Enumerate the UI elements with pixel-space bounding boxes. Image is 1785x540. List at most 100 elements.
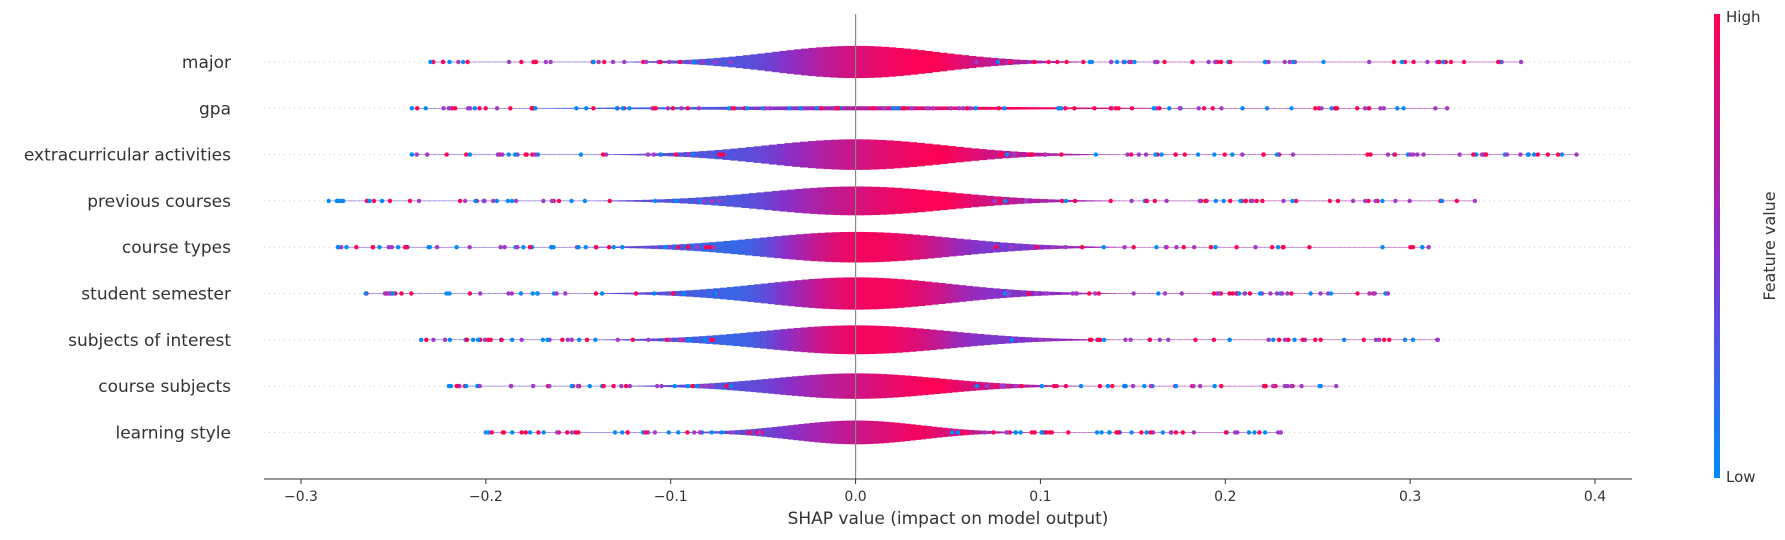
violin-slice — [793, 424, 800, 441]
scatter-dot — [667, 59, 672, 65]
scatter-dot — [1212, 59, 1218, 65]
scatter-dot — [1018, 430, 1023, 435]
violin-slice — [1270, 432, 1277, 433]
scatter-dot — [1152, 198, 1158, 204]
scatter-dot — [555, 430, 560, 435]
violin-slice — [667, 385, 675, 388]
violin-slice — [541, 246, 550, 248]
scatter-dot — [1211, 291, 1217, 296]
violin-slice — [590, 154, 599, 155]
violin-slice — [839, 232, 848, 263]
scatter-dot — [667, 337, 672, 342]
violin-slice — [1135, 293, 1144, 294]
violin-slice — [428, 200, 437, 202]
scatter-dot — [1504, 152, 1510, 157]
violin-slice — [846, 106, 855, 111]
scatter-dot — [1173, 430, 1179, 435]
violin-slice — [1187, 339, 1195, 341]
violin-slice — [720, 287, 728, 300]
scatter-dot — [548, 59, 553, 65]
scatter-dot — [1373, 198, 1378, 204]
scatter-dot — [1050, 245, 1056, 250]
violin-slice — [788, 280, 796, 307]
violin-slice — [953, 54, 962, 70]
violin-slice — [941, 427, 948, 438]
violin-slice — [1506, 61, 1515, 63]
violin-slice — [490, 385, 497, 387]
violin-slice — [1200, 385, 1207, 387]
violin-slice — [802, 188, 811, 214]
violin-slice — [1190, 293, 1198, 294]
scatter-dot — [1046, 59, 1051, 65]
violin-slice — [539, 61, 548, 63]
violin-slice — [1339, 61, 1348, 63]
violin-slice — [1041, 60, 1050, 64]
violin-slice — [1108, 246, 1117, 248]
violin-slice — [543, 107, 551, 109]
scatter-dot — [377, 245, 382, 250]
violin-slice — [1179, 61, 1188, 63]
violin-slice — [439, 246, 448, 248]
violin-slice — [1119, 339, 1127, 341]
scatter-dot — [961, 106, 966, 111]
violin-slice — [840, 186, 849, 216]
scatter-dot — [695, 245, 700, 250]
violin-slice — [983, 57, 991, 67]
violin-slice — [952, 428, 959, 437]
violin-slice — [782, 425, 789, 439]
scatter-dot — [654, 383, 660, 389]
scatter-dot — [1088, 337, 1094, 342]
violin-slice — [754, 284, 762, 303]
violin-slice — [1248, 432, 1255, 433]
scatter-dot — [1144, 198, 1149, 204]
violin-slice — [1568, 154, 1578, 155]
scatter-dot — [447, 59, 452, 65]
scatter-dot — [569, 383, 574, 389]
scatter-dot — [1381, 106, 1387, 111]
violin-slice — [703, 431, 710, 434]
scatter-dot — [1131, 291, 1136, 296]
scatter-dot — [424, 337, 429, 342]
scatter-dot — [1286, 337, 1291, 342]
violin-slice — [549, 432, 556, 433]
violin-slice — [1044, 338, 1053, 342]
scatter-dot — [518, 291, 524, 296]
violin-slice — [844, 45, 853, 79]
scatter-dot — [1073, 291, 1079, 296]
scatter-dot — [1144, 430, 1149, 435]
scatter-dot — [527, 245, 533, 250]
scatter-dot — [1063, 383, 1069, 389]
violin-slice — [1357, 108, 1365, 109]
violin-slice — [1048, 153, 1057, 156]
violin-slice — [1281, 108, 1289, 109]
scatter-dot — [575, 383, 581, 389]
violin-slice — [1310, 61, 1319, 63]
violin-slice — [881, 46, 890, 78]
violin-slice — [621, 154, 630, 156]
scatter-dot — [1105, 383, 1111, 389]
violin-slice — [1087, 154, 1096, 156]
violin-slice — [1346, 61, 1355, 63]
violin-slice — [1164, 61, 1173, 63]
violin-slice — [909, 327, 917, 352]
scatter-dot — [434, 245, 440, 250]
scatter-dot — [1402, 59, 1408, 65]
violin-slice — [1390, 339, 1398, 341]
scatter-dot — [1164, 198, 1169, 204]
violin-slice — [1005, 106, 1013, 110]
violin-slice — [1081, 385, 1089, 387]
violin-slice — [871, 186, 880, 216]
scatter-dot — [1317, 383, 1322, 389]
scatter-dot — [1110, 383, 1115, 389]
violin-slice — [559, 154, 568, 155]
violin-slice — [1195, 246, 1204, 248]
violin-slice — [626, 200, 635, 202]
violin-slice — [794, 188, 804, 213]
scatter-dot — [1196, 106, 1201, 111]
violin-slice — [1412, 108, 1421, 109]
violin-slice — [916, 376, 923, 396]
scatter-dot — [1518, 152, 1523, 157]
scatter-dot — [1032, 59, 1037, 65]
scatter-dot — [1208, 245, 1214, 250]
scatter-dot — [1108, 198, 1113, 204]
